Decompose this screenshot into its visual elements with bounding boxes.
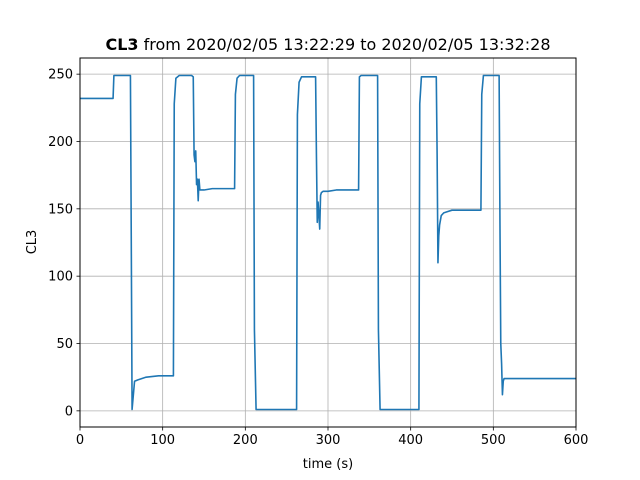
x-tick-label: 200 [233, 433, 258, 448]
y-tick-label: 100 [48, 270, 73, 285]
y-tick-label: 200 [48, 135, 73, 150]
x-axis: 0 100 200 300 400 500 600 [76, 427, 589, 448]
chart-title-rest: from 2020/02/05 13:22:29 to 2020/02/05 1… [139, 35, 551, 54]
y-axis: 0 50 100 150 200 250 [48, 68, 80, 419]
y-tick-label: 50 [56, 337, 73, 352]
chart-title: CL3 from 2020/02/05 13:22:29 to 2020/02/… [105, 35, 550, 54]
x-tick-label: 600 [564, 433, 589, 448]
x-axis-label: time (s) [303, 457, 353, 472]
x-tick-label: 100 [150, 433, 175, 448]
x-tick-label: 500 [481, 433, 506, 448]
x-tick-label: 300 [316, 433, 341, 448]
chart-title-bold: CL3 [105, 35, 138, 54]
y-axis-label: CL3 [25, 230, 40, 255]
x-tick-label: 400 [398, 433, 423, 448]
series-layer [80, 74, 576, 411]
y-tick-label: 0 [65, 404, 73, 419]
y-tick-label: 250 [48, 68, 73, 83]
grid-lines [79, 58, 577, 427]
x-tick-label: 0 [76, 433, 84, 448]
series-line [80, 74, 576, 411]
y-tick-label: 150 [48, 202, 73, 217]
